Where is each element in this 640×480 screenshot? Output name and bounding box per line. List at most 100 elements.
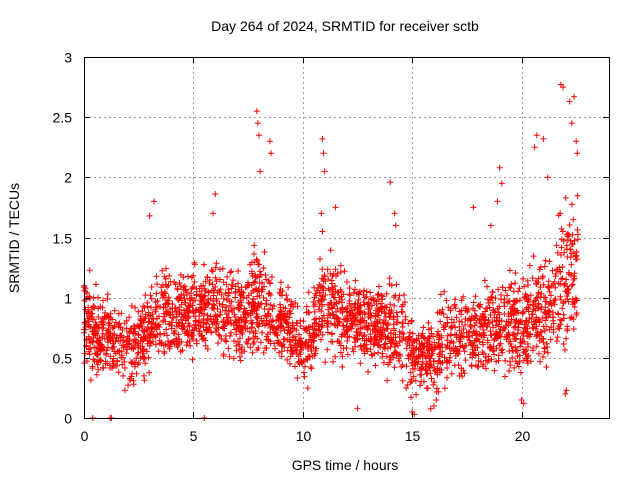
data-point bbox=[288, 301, 295, 308]
data-point bbox=[127, 377, 134, 384]
data-point bbox=[561, 346, 568, 353]
data-point bbox=[84, 315, 91, 322]
data-point bbox=[562, 390, 569, 397]
data-point bbox=[317, 256, 324, 263]
data-point bbox=[479, 310, 486, 317]
data-point bbox=[152, 334, 159, 341]
data-point bbox=[235, 280, 241, 287]
data-point bbox=[316, 281, 323, 288]
data-point bbox=[361, 342, 368, 349]
data-point bbox=[374, 291, 381, 298]
data-point bbox=[385, 361, 392, 368]
data-point bbox=[496, 303, 503, 310]
data-point bbox=[324, 318, 331, 325]
data-point bbox=[444, 314, 451, 321]
data-point bbox=[109, 324, 116, 331]
data-point bbox=[393, 281, 400, 288]
data-point bbox=[133, 337, 140, 344]
data-point bbox=[166, 311, 173, 318]
data-point bbox=[571, 273, 578, 280]
data-point bbox=[371, 297, 378, 304]
data-point bbox=[425, 345, 432, 352]
data-point bbox=[333, 308, 340, 315]
data-point bbox=[269, 324, 276, 331]
data-point bbox=[476, 338, 483, 345]
data-point bbox=[542, 310, 549, 317]
grid bbox=[84, 57, 609, 418]
data-point bbox=[392, 222, 399, 229]
data-point bbox=[185, 302, 192, 309]
data-point bbox=[166, 343, 173, 350]
data-point bbox=[395, 297, 402, 304]
data-point bbox=[351, 334, 358, 341]
data-point bbox=[140, 347, 147, 354]
data-point bbox=[346, 300, 353, 307]
data-point bbox=[485, 353, 492, 360]
data-point bbox=[415, 354, 422, 361]
data-point bbox=[456, 308, 463, 315]
data-point bbox=[506, 298, 513, 305]
data-point bbox=[330, 288, 337, 295]
data-point bbox=[538, 328, 545, 335]
data-point bbox=[326, 301, 333, 308]
data-point bbox=[381, 341, 388, 348]
data-point bbox=[237, 357, 244, 364]
data-point bbox=[188, 332, 195, 339]
data-point bbox=[304, 357, 311, 363]
data-point bbox=[435, 328, 442, 335]
data-point bbox=[140, 356, 147, 363]
data-point bbox=[564, 288, 571, 295]
data-point bbox=[409, 339, 416, 346]
data-point bbox=[493, 328, 500, 335]
data-point bbox=[347, 292, 354, 299]
data-point bbox=[374, 305, 381, 312]
data-point bbox=[570, 216, 577, 223]
data-point bbox=[317, 336, 324, 343]
data-point bbox=[392, 334, 399, 341]
data-point bbox=[289, 351, 296, 357]
data-point bbox=[146, 369, 153, 376]
data-point bbox=[168, 325, 175, 332]
data-point bbox=[544, 174, 551, 181]
data-point bbox=[487, 312, 494, 319]
data-point bbox=[213, 260, 220, 267]
data-point bbox=[536, 333, 543, 340]
data-point bbox=[491, 351, 498, 358]
data-point bbox=[488, 356, 495, 363]
x-tick-label: 0 bbox=[81, 428, 89, 444]
y-tick-label: 2.5 bbox=[53, 110, 73, 126]
data-point bbox=[532, 297, 539, 304]
data-point bbox=[264, 313, 271, 320]
data-point bbox=[218, 336, 225, 343]
data-point bbox=[147, 324, 154, 331]
data-point bbox=[361, 323, 368, 330]
data-point bbox=[206, 324, 213, 331]
data-point bbox=[325, 306, 332, 313]
data-point bbox=[544, 283, 551, 290]
data-point bbox=[537, 358, 544, 365]
data-point bbox=[306, 309, 313, 316]
data-point bbox=[553, 338, 560, 345]
data-point bbox=[361, 350, 368, 357]
data-point bbox=[554, 249, 561, 256]
data-point bbox=[137, 345, 144, 352]
data-point bbox=[107, 353, 114, 360]
data-point bbox=[540, 323, 547, 330]
data-point bbox=[427, 405, 434, 412]
data-point bbox=[225, 314, 232, 321]
data-point bbox=[425, 319, 432, 326]
data-point bbox=[481, 332, 488, 339]
data-point bbox=[524, 281, 531, 288]
data-point bbox=[336, 339, 343, 346]
data-point bbox=[563, 387, 570, 394]
data-point bbox=[253, 314, 260, 321]
data-point bbox=[93, 371, 100, 378]
data-point bbox=[431, 402, 437, 409]
data-point bbox=[232, 313, 239, 320]
data-point bbox=[318, 301, 325, 308]
data-point bbox=[409, 330, 416, 337]
data-point bbox=[516, 285, 523, 292]
data-point bbox=[250, 334, 257, 341]
data-point bbox=[260, 349, 267, 356]
data-point bbox=[254, 346, 261, 353]
